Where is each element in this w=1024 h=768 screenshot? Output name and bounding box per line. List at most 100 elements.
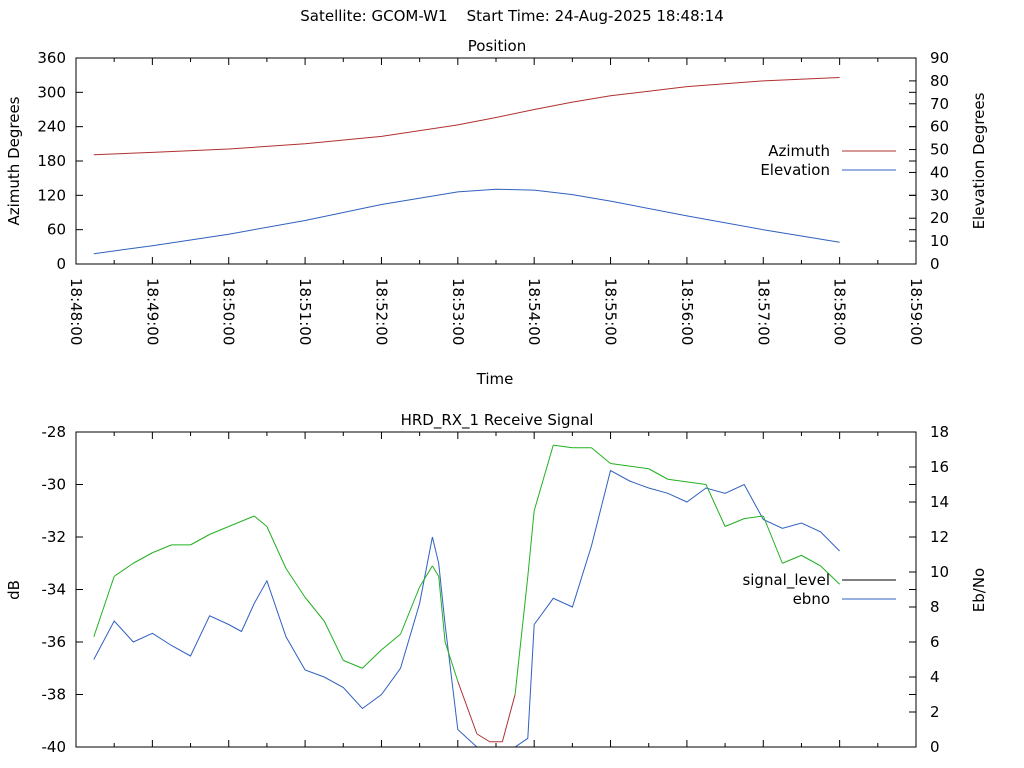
position-y-tick-label: 300 bbox=[37, 83, 66, 101]
signal-level-segment bbox=[419, 565, 433, 588]
signal-level-segment bbox=[686, 481, 707, 485]
signal-level-segment bbox=[724, 518, 745, 527]
receive-signal-y2-tick-label: 4 bbox=[930, 668, 940, 686]
position-x-tick-label: 18:51:00 bbox=[296, 278, 314, 345]
position-y-tick-label: 0 bbox=[56, 255, 66, 273]
receive-signal-y2-tick-label: 10 bbox=[930, 563, 949, 581]
position-x-tick-label: 18:54:00 bbox=[525, 278, 543, 345]
receive-signal-y-tick-label: -30 bbox=[42, 476, 67, 494]
position-x-tick-label: 18:49:00 bbox=[143, 278, 161, 345]
signal-level-segment bbox=[501, 694, 516, 742]
position-y2-tick-label: 30 bbox=[930, 186, 949, 204]
position-y-tick-label: 180 bbox=[37, 152, 66, 170]
position-y2-tick-label: 0 bbox=[930, 255, 940, 273]
position-y-tick-label: 360 bbox=[37, 49, 66, 67]
signal-level-segment bbox=[705, 484, 726, 527]
position-x-tick-label: 18:48:00 bbox=[67, 278, 85, 345]
position-x-axis-label: Time bbox=[476, 370, 514, 388]
receive-signal-y2-tick-label: 16 bbox=[930, 458, 949, 476]
position-y-tick-label: 60 bbox=[47, 221, 66, 239]
receive-signal-series bbox=[93, 444, 840, 748]
elevation-line bbox=[93, 188, 840, 255]
position-x-tick-label: 18:58:00 bbox=[831, 278, 849, 345]
signal-level-segment bbox=[228, 520, 242, 527]
chart-main-title: Satellite: GCOM-W1 Start Time: 24-Aug-20… bbox=[0, 7, 1024, 25]
signal-level-segment bbox=[323, 620, 344, 661]
receive-signal-y2-tick-label: 8 bbox=[930, 598, 940, 616]
position-y2-tick-label: 20 bbox=[930, 209, 949, 227]
position-y-axis-label: Azimuth Degrees bbox=[5, 96, 23, 225]
signal-level-segment bbox=[533, 444, 554, 511]
signal-level-segment bbox=[362, 649, 382, 669]
signal-level-segment bbox=[190, 533, 210, 546]
ebno-line bbox=[93, 469, 840, 748]
signal-level-segment bbox=[253, 515, 268, 527]
signal-level-segment bbox=[209, 526, 229, 535]
receive-signal-plot-frame bbox=[75, 431, 917, 748]
signal-level-segment bbox=[648, 468, 669, 480]
receive-signal-y-tick-label: -28 bbox=[42, 423, 67, 441]
position-y-tick-label: 240 bbox=[37, 118, 66, 136]
position-x-tick-label: 18:57:00 bbox=[754, 278, 772, 345]
signal-level-segment bbox=[241, 515, 255, 522]
receive-signal-chart: HRD_RX_1 Receive Signal dB Eb/No -40 -38 -… bbox=[5, 411, 988, 756]
receive-signal-y2-tick-label: 2 bbox=[930, 703, 940, 721]
signal-level-segment bbox=[431, 565, 440, 577]
legend-azimuth-label: Azimuth bbox=[768, 142, 830, 160]
receive-signal-ticks: -40 -38 -36 -34 -32 -30 -28 0 2 4 6 8 10 12 14 16 18 bbox=[42, 423, 950, 756]
legend-signal-level-label: signal_level bbox=[742, 571, 830, 590]
position-y2-axis-label: Elevation Degrees bbox=[970, 92, 988, 229]
signal-level-segment bbox=[266, 526, 287, 569]
position-y2-tick-label: 40 bbox=[930, 163, 949, 181]
receive-signal-y-tick-label: -34 bbox=[42, 581, 67, 599]
signal-level-segment bbox=[152, 544, 172, 554]
position-y-tick-label: 120 bbox=[37, 186, 66, 204]
position-x-tick-label: 18:55:00 bbox=[602, 278, 620, 345]
position-x-tick-label: 18:52:00 bbox=[372, 278, 390, 345]
signal-level-segment bbox=[381, 633, 401, 651]
receive-signal-y2-tick-label: 0 bbox=[930, 738, 940, 756]
signal-level-segment bbox=[343, 659, 363, 669]
position-y2-tick-label: 80 bbox=[930, 72, 949, 90]
receive-signal-y-axis-label: dB bbox=[5, 580, 23, 600]
signal-level-segment bbox=[444, 641, 459, 682]
receive-signal-y2-axis-label: Eb/No bbox=[970, 568, 988, 612]
position-x-tick-label: 18:56:00 bbox=[678, 278, 696, 345]
signal-level-segment bbox=[400, 586, 421, 635]
position-ticks: 0 60 120 180 240 300 360 0 10 20 30 40 50 60 70 80 90 18:… bbox=[37, 49, 949, 345]
signal-level-segment bbox=[820, 565, 840, 585]
signal-level-segment bbox=[285, 568, 306, 598]
position-x-tick-label: 18:50:00 bbox=[220, 278, 238, 345]
position-x-tick-label: 18:59:00 bbox=[907, 278, 925, 345]
receive-signal-y-tick-label: -32 bbox=[42, 528, 67, 546]
signal-level-segment bbox=[782, 554, 802, 564]
satellite-label: Satellite: GCOM-W1 bbox=[300, 7, 448, 25]
legend-ebno-label: ebno bbox=[793, 590, 830, 608]
azimuth-line bbox=[93, 77, 840, 156]
signal-level-segment bbox=[667, 478, 687, 483]
position-y2-tick-label: 60 bbox=[930, 118, 949, 136]
position-y2-tick-label: 50 bbox=[930, 141, 949, 159]
signal-level-segment bbox=[744, 515, 764, 520]
receive-signal-chart-title: HRD_RX_1 Receive Signal bbox=[401, 411, 594, 430]
signal-level-segment bbox=[527, 510, 535, 577]
receive-signal-y-tick-label: -36 bbox=[42, 633, 67, 651]
position-y2-tick-label: 70 bbox=[930, 95, 949, 113]
position-chart: Position Azimuth Degrees Elevation Degre… bbox=[5, 37, 988, 388]
receive-signal-y2-tick-label: 14 bbox=[930, 493, 949, 511]
receive-signal-y-tick-label: -38 bbox=[42, 686, 67, 704]
receive-signal-y-tick-label: -40 bbox=[42, 738, 67, 756]
signal-level-segment bbox=[93, 576, 115, 637]
position-plot-frame bbox=[75, 57, 917, 265]
position-legend: Azimuth Elevation bbox=[760, 142, 896, 179]
position-series bbox=[93, 77, 840, 255]
start-time-label: Start Time: 24-Aug-2025 18:48:14 bbox=[466, 7, 724, 25]
signal-level-segment bbox=[476, 733, 490, 743]
receive-signal-y2-tick-label: 6 bbox=[930, 633, 940, 651]
signal-level-segment bbox=[610, 463, 630, 467]
signal-level-segment bbox=[762, 515, 783, 564]
signal-level-segment bbox=[553, 444, 573, 449]
position-y2-tick-label: 10 bbox=[930, 232, 949, 250]
signal-level-segment bbox=[514, 576, 529, 695]
